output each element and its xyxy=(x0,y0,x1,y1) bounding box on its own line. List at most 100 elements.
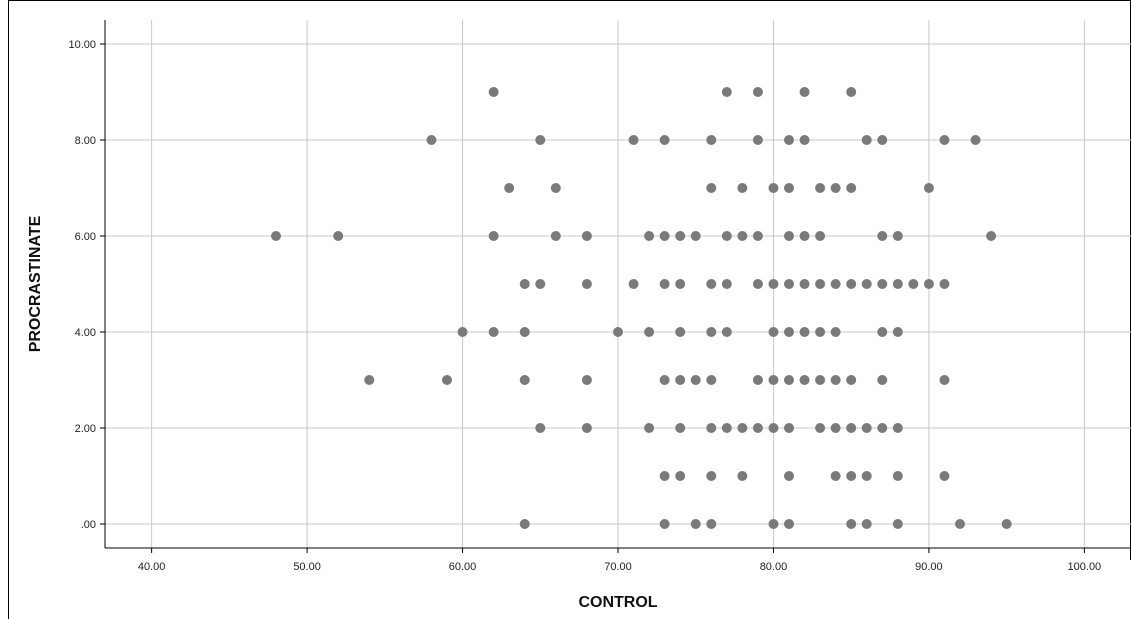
scatter-point xyxy=(861,471,872,481)
scatter-point xyxy=(877,231,888,241)
scatter-point xyxy=(815,183,826,193)
scatter-point xyxy=(892,423,903,433)
scatter-point xyxy=(659,135,670,145)
scatter-point xyxy=(737,183,748,193)
scatter-point xyxy=(675,231,686,241)
scatter-point xyxy=(846,183,857,193)
scatter-point xyxy=(706,519,717,529)
scatter-point xyxy=(768,519,779,529)
scatter-point xyxy=(364,375,375,385)
scatter-point xyxy=(784,183,794,193)
scatter-point xyxy=(768,183,779,193)
scatter-point xyxy=(721,231,732,241)
scatter-point xyxy=(799,87,810,97)
scatter-point xyxy=(830,279,841,289)
scatter-point xyxy=(737,471,748,481)
scatter-point xyxy=(846,471,857,481)
scatter-point xyxy=(675,375,686,385)
scatter-point xyxy=(815,375,826,385)
scatter-point xyxy=(519,279,530,289)
scatter-point xyxy=(784,471,794,481)
scatter-point xyxy=(535,279,546,289)
scatter-point xyxy=(877,135,888,145)
scatter-point xyxy=(644,231,655,241)
scatter-point xyxy=(846,375,857,385)
scatter-point xyxy=(846,279,857,289)
y-tick-label: 2.00 xyxy=(75,423,96,435)
x-tick-label: 70.00 xyxy=(604,561,632,573)
scatter-point xyxy=(752,87,763,97)
scatter-point xyxy=(846,519,857,529)
scatter-point xyxy=(923,183,934,193)
scatter-point xyxy=(784,135,794,145)
scatter-point xyxy=(426,135,437,145)
scatter-point xyxy=(877,327,888,337)
scatter-point xyxy=(628,135,639,145)
scatter-point xyxy=(799,279,810,289)
scatter-point xyxy=(644,327,655,337)
scatter-point xyxy=(659,519,670,529)
x-axis-title: CONTROL xyxy=(578,594,657,611)
scatter-point xyxy=(721,327,732,337)
scatter-point xyxy=(768,327,779,337)
scatter-point xyxy=(799,375,810,385)
axes xyxy=(100,20,1131,553)
scatter-point xyxy=(706,135,717,145)
scatter-point xyxy=(488,231,499,241)
scatter-point xyxy=(830,471,841,481)
scatter-point xyxy=(892,231,903,241)
scatter-point xyxy=(550,231,561,241)
scatter-point xyxy=(675,471,686,481)
scatter-point xyxy=(939,279,950,289)
x-tick-label: 80.00 xyxy=(760,561,788,573)
scatter-point xyxy=(830,327,841,337)
scatter-point xyxy=(581,279,592,289)
scatter-point xyxy=(519,519,530,529)
scatter-point xyxy=(908,279,919,289)
scatter-point xyxy=(628,279,639,289)
scatter-point xyxy=(784,279,794,289)
scatter-point xyxy=(799,231,810,241)
scatter-point xyxy=(877,375,888,385)
scatter-point xyxy=(535,423,546,433)
scatter-point xyxy=(830,183,841,193)
scatter-point xyxy=(861,135,872,145)
tick-labels: 40.00 50.00 60.00 70.00 80.00 90.00 100.00 .00 2… xyxy=(68,39,1101,573)
scatter-point xyxy=(892,327,903,337)
scatter-point xyxy=(706,423,717,433)
scatter-point xyxy=(1001,519,1012,529)
scatter-point xyxy=(892,519,903,529)
scatter-point xyxy=(923,279,934,289)
scatter-point xyxy=(706,375,717,385)
scatter-point xyxy=(488,327,499,337)
data-points xyxy=(271,87,1012,529)
scatter-point xyxy=(768,279,779,289)
scatter-point xyxy=(784,327,794,337)
scatter-point xyxy=(877,423,888,433)
scatter-point xyxy=(659,279,670,289)
scatter-point xyxy=(815,423,826,433)
scatter-point xyxy=(784,423,794,433)
y-tick-label: 8.00 xyxy=(75,135,96,147)
x-tick-label: 40.00 xyxy=(138,561,166,573)
scatter-point xyxy=(690,519,701,529)
scatter-point xyxy=(784,519,794,529)
scatter-point xyxy=(690,375,701,385)
scatter-point xyxy=(815,231,826,241)
scatter-point xyxy=(644,423,655,433)
scatter-point xyxy=(846,423,857,433)
frame-left-border xyxy=(8,0,9,619)
scatter-point xyxy=(799,135,810,145)
scatter-point xyxy=(519,375,530,385)
x-tick-label: 60.00 xyxy=(449,561,477,573)
scatter-point xyxy=(768,423,779,433)
scatter-point xyxy=(752,135,763,145)
scatter-point xyxy=(815,327,826,337)
scatter-point xyxy=(799,327,810,337)
y-tick-label: 10.00 xyxy=(68,39,96,51)
scatter-point xyxy=(861,519,872,529)
scatter-point xyxy=(939,471,950,481)
x-tick-label: 50.00 xyxy=(293,561,321,573)
scatter-point xyxy=(986,231,997,241)
